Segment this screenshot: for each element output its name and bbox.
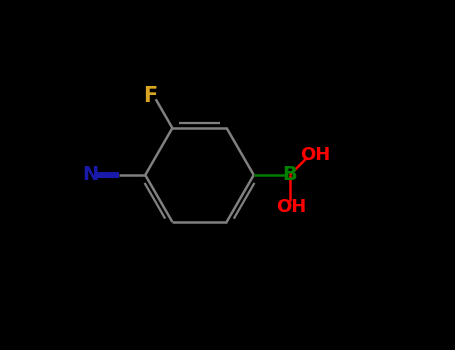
Text: F: F [143,86,157,106]
Text: B: B [283,166,297,184]
Text: OH: OH [300,146,330,164]
Text: N: N [82,166,98,184]
Text: OH: OH [276,197,306,216]
